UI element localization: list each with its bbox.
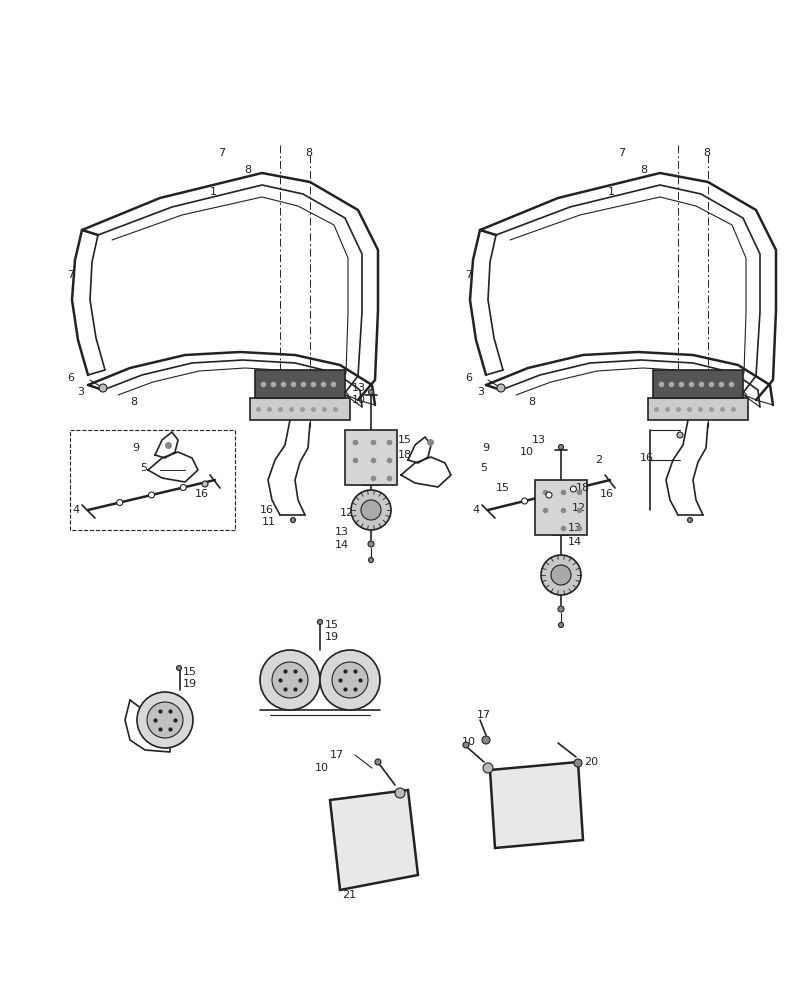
Text: 1: 1: [210, 187, 217, 197]
Text: 19: 19: [182, 679, 197, 689]
Text: 4: 4: [471, 505, 478, 515]
Circle shape: [148, 492, 154, 498]
Polygon shape: [489, 762, 582, 848]
Circle shape: [394, 788, 405, 798]
Circle shape: [545, 492, 551, 498]
Text: 13: 13: [351, 383, 366, 393]
Circle shape: [361, 500, 380, 520]
Text: 5: 5: [479, 463, 487, 473]
Text: 11: 11: [262, 517, 276, 527]
Circle shape: [558, 444, 563, 450]
Circle shape: [551, 565, 570, 585]
Text: 17: 17: [476, 710, 491, 720]
Text: 2: 2: [594, 455, 602, 465]
Circle shape: [462, 742, 469, 748]
Text: 12: 12: [571, 503, 586, 513]
Polygon shape: [329, 790, 418, 890]
Circle shape: [483, 763, 492, 773]
Text: 13: 13: [568, 523, 581, 533]
Text: 18: 18: [575, 483, 590, 493]
Text: 16: 16: [639, 453, 653, 463]
Circle shape: [557, 606, 564, 612]
Text: 3: 3: [77, 387, 84, 397]
Text: 14: 14: [568, 537, 581, 547]
Text: 1: 1: [607, 187, 614, 197]
Text: 7: 7: [617, 148, 624, 158]
Circle shape: [332, 662, 367, 698]
Text: 5: 5: [139, 463, 147, 473]
Circle shape: [368, 558, 373, 562]
Text: 13: 13: [335, 527, 349, 537]
Text: 8: 8: [305, 148, 311, 158]
Text: 7: 7: [217, 148, 225, 158]
Circle shape: [320, 650, 380, 710]
Circle shape: [202, 481, 208, 487]
Circle shape: [137, 692, 193, 748]
Circle shape: [99, 384, 107, 392]
Circle shape: [482, 736, 489, 744]
Circle shape: [496, 384, 504, 392]
Text: 16: 16: [599, 489, 613, 499]
Circle shape: [676, 432, 682, 438]
Circle shape: [687, 518, 692, 522]
Circle shape: [368, 389, 373, 394]
Text: 15: 15: [182, 667, 197, 677]
Circle shape: [272, 662, 307, 698]
FancyBboxPatch shape: [250, 398, 350, 420]
Text: 20: 20: [583, 757, 598, 767]
Circle shape: [117, 499, 122, 506]
Text: 8: 8: [130, 397, 137, 407]
Circle shape: [260, 650, 320, 710]
Text: 13: 13: [531, 435, 545, 445]
Circle shape: [375, 759, 380, 765]
Text: 15: 15: [496, 483, 509, 493]
Text: 12: 12: [340, 508, 354, 518]
Text: 16: 16: [195, 489, 208, 499]
Text: 7: 7: [67, 270, 74, 280]
Circle shape: [290, 518, 295, 522]
FancyBboxPatch shape: [652, 370, 742, 398]
Circle shape: [350, 490, 391, 530]
FancyBboxPatch shape: [345, 430, 397, 485]
Text: 10: 10: [351, 395, 366, 405]
Circle shape: [558, 622, 563, 628]
Circle shape: [180, 485, 186, 490]
Circle shape: [521, 498, 527, 504]
Text: 8: 8: [702, 148, 710, 158]
Text: 9: 9: [132, 443, 139, 453]
Text: 17: 17: [329, 750, 344, 760]
Circle shape: [569, 486, 576, 492]
Text: 3: 3: [476, 387, 483, 397]
Text: 8: 8: [243, 165, 251, 175]
Circle shape: [176, 666, 182, 670]
Text: 19: 19: [324, 632, 339, 642]
Text: 4: 4: [72, 505, 79, 515]
Text: 10: 10: [461, 737, 475, 747]
Circle shape: [317, 619, 322, 624]
Circle shape: [573, 759, 581, 767]
Text: 6: 6: [465, 373, 471, 383]
Text: 21: 21: [341, 890, 356, 900]
FancyBboxPatch shape: [647, 398, 747, 420]
Circle shape: [367, 541, 374, 547]
Text: 8: 8: [527, 397, 534, 407]
Text: 15: 15: [324, 620, 338, 630]
Text: 10: 10: [315, 763, 328, 773]
FancyBboxPatch shape: [255, 370, 345, 398]
FancyBboxPatch shape: [534, 480, 586, 535]
Text: 8: 8: [639, 165, 646, 175]
Circle shape: [540, 555, 581, 595]
Text: 10: 10: [519, 447, 534, 457]
Text: 15: 15: [397, 435, 411, 445]
Text: 16: 16: [260, 505, 273, 515]
Text: 6: 6: [67, 373, 74, 383]
Text: 18: 18: [397, 450, 412, 460]
Text: 9: 9: [482, 443, 488, 453]
Text: 7: 7: [465, 270, 471, 280]
Circle shape: [147, 702, 182, 738]
Text: 14: 14: [335, 540, 349, 550]
